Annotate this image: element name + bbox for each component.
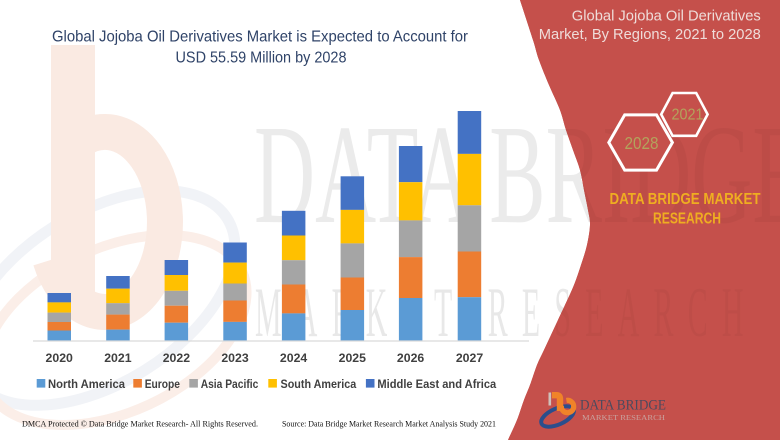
svg-text:Middle East and Africa: Middle East and Africa — [377, 377, 496, 391]
svg-text:DATA BRIDGE MARKET: DATA BRIDGE MARKET — [610, 191, 761, 208]
svg-text:2025: 2025 — [339, 351, 367, 365]
svg-text:2026: 2026 — [397, 351, 425, 365]
svg-text:2028: 2028 — [625, 133, 659, 153]
svg-text:Asia Pacific: Asia Pacific — [201, 377, 259, 391]
svg-text:2021: 2021 — [104, 351, 132, 365]
svg-text:DMCA Protected © Data Bridge M: DMCA Protected © Data Bridge Market Rese… — [22, 419, 258, 429]
svg-text:Global Jojoba Oil Derivatives: Global Jojoba Oil Derivatives — [572, 8, 761, 25]
svg-text:MARKET RESEARCH: MARKET RESEARCH — [582, 414, 665, 422]
svg-text:Europe: Europe — [145, 377, 181, 391]
svg-text:North America: North America — [48, 377, 125, 391]
svg-text:2023: 2023 — [221, 351, 249, 365]
svg-text:2027: 2027 — [456, 351, 484, 365]
svg-text:Source: Data Bridge Market Res: Source: Data Bridge Market Research Mark… — [282, 419, 496, 429]
svg-text:2020: 2020 — [46, 351, 74, 365]
svg-text:2022: 2022 — [163, 351, 191, 365]
svg-text:USD 55.59 Million by 2028: USD 55.59 Million by 2028 — [176, 50, 347, 67]
svg-text:2021: 2021 — [672, 107, 704, 124]
svg-text:Market, By Regions, 2021 to 20: Market, By Regions, 2021 to 2028 — [539, 26, 761, 43]
svg-text:South America: South America — [281, 377, 357, 391]
svg-text:Global Jojoba Oil Derivatives: Global Jojoba Oil Derivatives Market is … — [52, 28, 469, 45]
svg-text:RESEARCH: RESEARCH — [653, 211, 721, 228]
svg-text:DATA BRIDGE: DATA BRIDGE — [580, 398, 666, 414]
svg-text:2024: 2024 — [280, 351, 308, 365]
